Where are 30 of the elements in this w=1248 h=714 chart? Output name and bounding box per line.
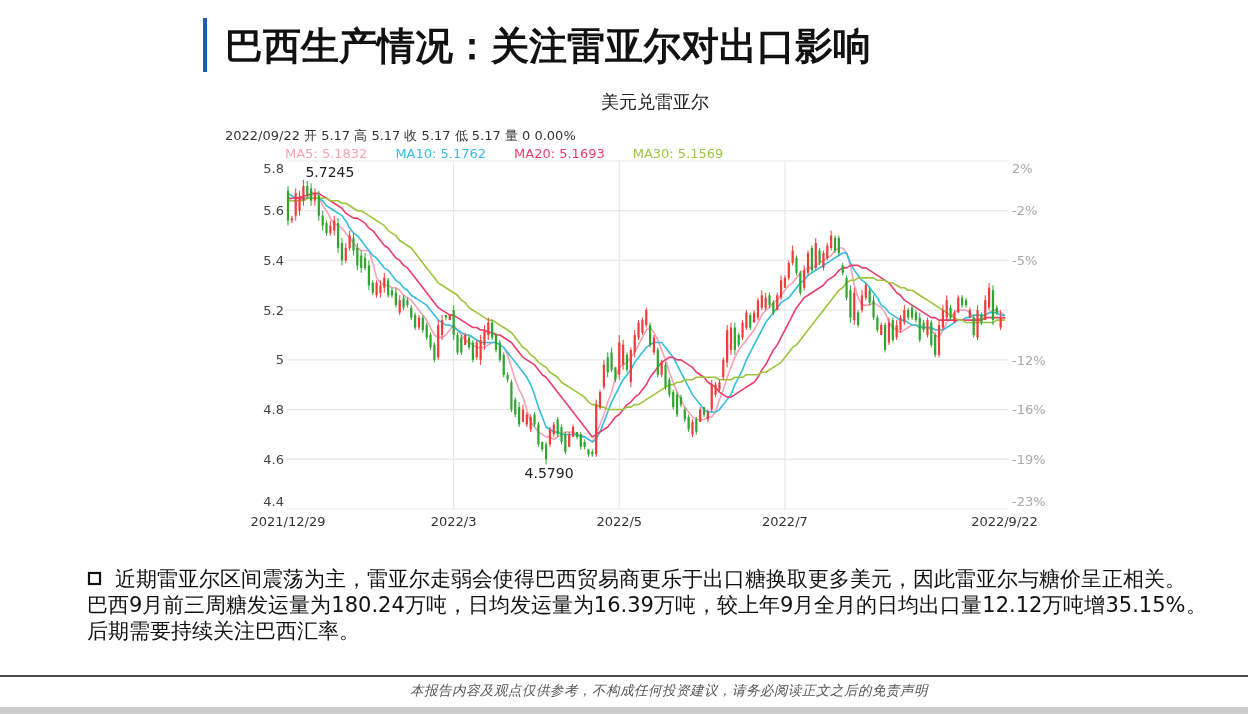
x-tick-label: 2021/12/29 [250, 513, 326, 529]
y2-tick-label: 2% [1012, 160, 1033, 176]
y-tick-label: 4.6 [263, 451, 284, 467]
y-tick-label: 5.8 [263, 160, 284, 176]
y-tick-label: 4.4 [263, 493, 284, 509]
x-tick-label: 2022/7 [762, 513, 808, 529]
text: 后期需要持续关注巴西汇率。 [87, 619, 360, 643]
y-tick-label: 4.8 [263, 402, 284, 418]
chart-subtitle: 美元兑雷亚尔 [601, 90, 709, 112]
legend: MA5: 5.1832 MA10: 5.1762 MA20: 5.1693 MA30: 5.1569 [285, 145, 724, 161]
y2-tick-label: -23% [1012, 493, 1046, 509]
annotation: 5.7245 [305, 163, 355, 180]
y2-tick-label: -19% [1012, 451, 1046, 467]
text: 本报告内容及观点仅供参考，不构成任何投资建议，请务必阅读正文之后的免责声明 [410, 682, 929, 698]
y-tick-label: 5.4 [263, 252, 284, 268]
y-tick-label: 5.6 [263, 203, 284, 219]
y2-tick-label: -16% [1012, 402, 1046, 418]
x-tick-label: 2022/9/22 [971, 513, 1038, 529]
y2-tick-label: -2% [1012, 203, 1038, 219]
text: 2022/09/22 开 5.17 高 5.17 收 5.17 低 5.17 量 0 0.00% [225, 127, 576, 143]
y2-tick-label: -5% [1012, 252, 1038, 268]
text: 近期雷亚尔区间震荡为主，雷亚尔走弱会使得巴西贸易商更乐于出口糖换取更多美元，因此雷亚尔与糖价呈正相关。 [115, 567, 1186, 591]
y2-tick-label: -12% [1012, 352, 1046, 368]
y-tick-label: 5 [275, 352, 284, 368]
text: 巴西9月前三周糖发运量为180.24万吨，日均发运量为16.39万吨，较上年9月全月的日均出口量12.12万吨增35.15%。 [87, 593, 1207, 617]
x-tick-label: 2022/5 [596, 513, 643, 529]
annotation: 4.5790 [524, 464, 574, 481]
y-tick-label: 5.2 [263, 302, 284, 318]
chart-title: 巴西生产情况：关注雷亚尔对出口影响 [225, 24, 871, 68]
x-tick-label: 2022/3 [430, 513, 477, 529]
